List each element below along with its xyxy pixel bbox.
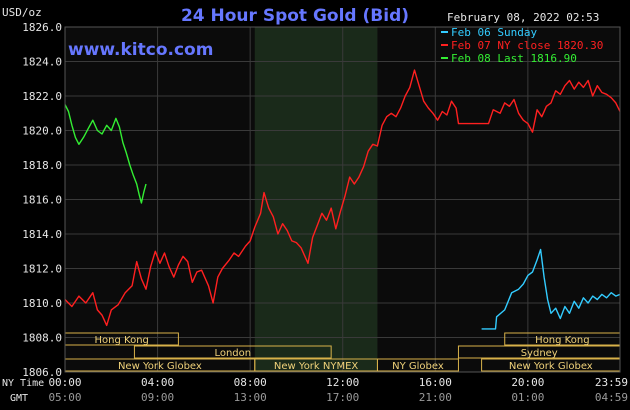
market-session-bars: Hong Kong Hong Kong London Sydney New York G… bbox=[64, 332, 621, 372]
session-bar-2 bbox=[133, 345, 332, 359]
y-tick-label-3: 1812.0 bbox=[22, 263, 62, 276]
session-label-7: New York Globex bbox=[509, 361, 593, 372]
unit-label: USD/oz bbox=[2, 6, 42, 19]
y-tick-label-4: 1814.0 bbox=[22, 228, 62, 241]
plot-border bbox=[64, 26, 621, 373]
ny-tick-label-5: 20:00 bbox=[511, 376, 544, 389]
gmt-tick-label-6: 04:59 bbox=[595, 391, 628, 404]
session-label-6: NY Globex bbox=[392, 361, 444, 372]
y-tick-label-9: 1824.0 bbox=[22, 56, 62, 69]
gmt-axis-name: GMT bbox=[10, 393, 28, 404]
series-line-0 bbox=[481, 248, 621, 330]
y-axis: 1806.0 1808.0 1810.0 1812.0 1814.0 1816.0 1818… bbox=[22, 21, 62, 379]
legend-entry-2: Feb 08 Last 1816.90 bbox=[451, 52, 577, 65]
y-tick-label-8: 1822.0 bbox=[22, 90, 62, 103]
grid-lines bbox=[64, 26, 621, 373]
gmt-tick-label-3: 17:00 bbox=[326, 391, 359, 404]
ny-tick-label-2: 08:00 bbox=[234, 376, 267, 389]
series-line-1 bbox=[64, 69, 621, 327]
chart-title: 24 Hour Spot Gold (Bid) bbox=[181, 6, 409, 26]
session-label-5: New York NYMEX bbox=[274, 361, 359, 372]
gmt-tick-label-0: 05:00 bbox=[48, 391, 81, 404]
session-label-2: London bbox=[214, 348, 251, 359]
y-tick-label-7: 1820.0 bbox=[22, 125, 62, 138]
price-series bbox=[64, 69, 621, 330]
gmt-tick-label-2: 13:00 bbox=[234, 391, 267, 404]
y-tick-label-0: 1806.0 bbox=[22, 366, 62, 379]
ny-tick-label-0: 00:00 bbox=[48, 376, 81, 389]
series-line-2 bbox=[64, 104, 147, 204]
x-axis: 00:00 04:00 08:00 12:00 16:00 20:00 23:59 05:00… bbox=[48, 376, 628, 404]
y-tick-label-5: 1816.0 bbox=[22, 194, 62, 207]
y-tick-label-2: 1810.0 bbox=[22, 297, 62, 310]
gmt-tick-label-1: 09:00 bbox=[141, 391, 174, 404]
y-tick-label-1: 1808.0 bbox=[22, 332, 62, 345]
legend-entry-0: Feb 06 Sunday bbox=[451, 26, 537, 39]
watermark-text: www.kitco.com bbox=[68, 40, 213, 60]
gmt-tick-label-4: 21:00 bbox=[419, 391, 452, 404]
ny-tick-label-4: 16:00 bbox=[419, 376, 452, 389]
session-label-0: Hong Kong bbox=[95, 335, 149, 346]
ny-tick-label-6: 23:59 bbox=[595, 376, 628, 389]
ny-time-axis-name: NY Time bbox=[2, 378, 44, 389]
y-tick-label-10: 1826.0 bbox=[22, 21, 62, 34]
session-bar-6 bbox=[376, 358, 459, 372]
timestamp: February 08, 2022 02:53 bbox=[447, 11, 599, 24]
gmt-tick-label-5: 01:00 bbox=[511, 391, 544, 404]
session-label-4: New York Globex bbox=[118, 361, 202, 372]
ny-tick-label-3: 12:00 bbox=[326, 376, 359, 389]
session-label-1: Hong Kong bbox=[535, 335, 589, 346]
ny-tick-label-1: 04:00 bbox=[141, 376, 174, 389]
y-tick-label-6: 1818.0 bbox=[22, 159, 62, 172]
legend-entry-1: Feb 07 NY close 1820.30 bbox=[451, 39, 603, 52]
session-label-3: Sydney bbox=[521, 348, 558, 359]
